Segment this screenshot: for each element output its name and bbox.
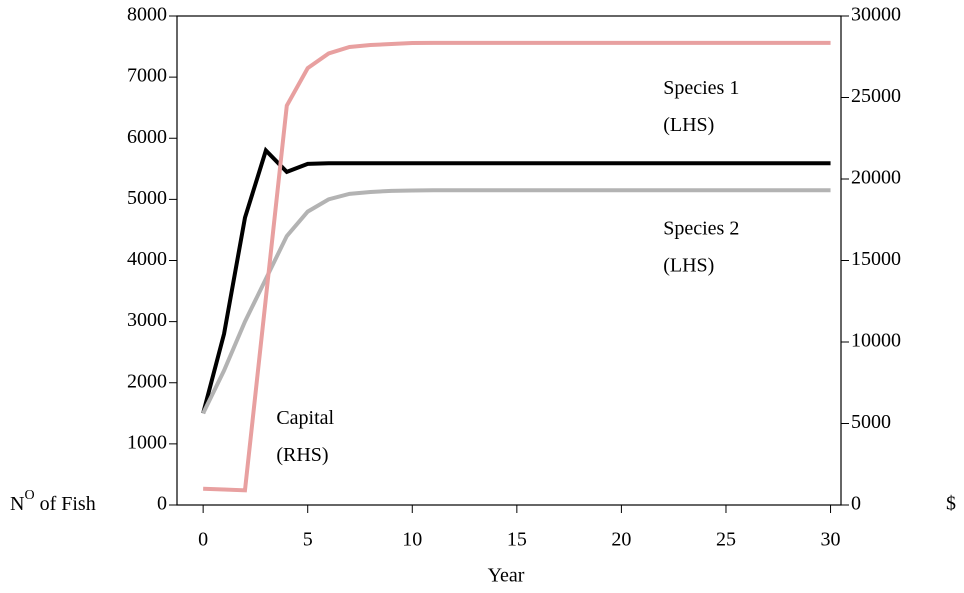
y2-tick-label: 30000	[851, 4, 901, 26]
y2-tick-label: 25000	[851, 85, 901, 107]
annotation: (RHS)	[276, 444, 328, 466]
y-tick-label: 6000	[127, 126, 167, 148]
annotation: Capital	[276, 407, 334, 429]
y-tick-label: 1000	[127, 431, 167, 453]
y-tick-label: 2000	[127, 370, 167, 392]
y2-tick-label: 0	[851, 493, 861, 515]
y-tick-label: 8000	[127, 4, 167, 26]
annotation: Species 2	[663, 218, 739, 240]
annotation: Species 1	[663, 77, 739, 99]
series-line	[201, 188, 831, 415]
x-tick-label: 10	[402, 529, 422, 551]
y-tick-label: 0	[157, 493, 167, 515]
x-tick-label: 5	[303, 529, 313, 551]
y-label-sup: O	[24, 488, 34, 503]
y-label-base: N	[10, 493, 24, 515]
y2-tick-label: 20000	[851, 167, 901, 189]
x-tick-label: 0	[198, 529, 208, 551]
series-line	[203, 40, 831, 493]
annotation: (LHS)	[663, 114, 714, 136]
x-axis-label: Year	[488, 565, 525, 587]
series-line	[201, 146, 831, 414]
y2-axis-label: $	[946, 493, 956, 515]
y-tick-label: 3000	[127, 309, 167, 331]
x-tick-label: 15	[507, 529, 527, 551]
x-tick-label: 20	[611, 529, 631, 551]
y-label-rest: of Fish	[35, 493, 96, 515]
x-tick-label: 25	[716, 529, 736, 551]
y-tick-label: 7000	[127, 65, 167, 87]
y-tick-label: 4000	[127, 248, 167, 270]
y-axis-label: NO of Fish	[10, 488, 96, 514]
y2-tick-label: 15000	[851, 248, 901, 270]
annotation: (LHS)	[663, 255, 714, 277]
y2-tick-label: 10000	[851, 330, 901, 352]
x-tick-label: 30	[821, 529, 841, 551]
y-tick-label: 5000	[127, 187, 167, 209]
y2-tick-label: 5000	[851, 411, 891, 433]
